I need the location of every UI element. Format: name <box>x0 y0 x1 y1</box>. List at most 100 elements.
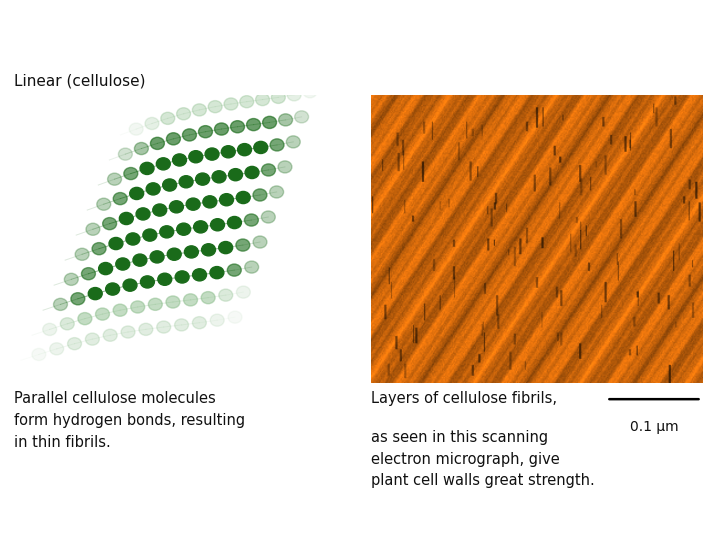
Ellipse shape <box>203 196 217 208</box>
Ellipse shape <box>81 268 96 280</box>
Ellipse shape <box>270 186 284 198</box>
Ellipse shape <box>166 133 181 145</box>
Text: Layers of cellulose fibrils,: Layers of cellulose fibrils, <box>371 392 557 407</box>
Ellipse shape <box>194 221 207 233</box>
Ellipse shape <box>245 166 259 179</box>
Ellipse shape <box>153 204 167 216</box>
Ellipse shape <box>256 93 269 106</box>
Ellipse shape <box>150 251 164 263</box>
Ellipse shape <box>146 183 160 195</box>
Ellipse shape <box>158 273 172 285</box>
Ellipse shape <box>294 111 309 123</box>
Ellipse shape <box>107 173 122 185</box>
Ellipse shape <box>71 293 85 305</box>
Ellipse shape <box>236 239 250 251</box>
Ellipse shape <box>139 323 153 335</box>
Ellipse shape <box>174 319 189 331</box>
Ellipse shape <box>129 123 143 135</box>
Ellipse shape <box>212 171 226 183</box>
Ellipse shape <box>224 98 238 110</box>
Ellipse shape <box>228 168 243 181</box>
Ellipse shape <box>130 187 144 199</box>
Ellipse shape <box>103 329 117 341</box>
Ellipse shape <box>131 301 145 313</box>
Ellipse shape <box>96 308 109 320</box>
Ellipse shape <box>99 262 112 275</box>
Ellipse shape <box>228 264 241 276</box>
Ellipse shape <box>192 104 207 116</box>
Ellipse shape <box>150 137 164 150</box>
Ellipse shape <box>236 192 250 204</box>
Ellipse shape <box>176 107 191 120</box>
Ellipse shape <box>157 321 171 333</box>
Ellipse shape <box>236 286 251 298</box>
Ellipse shape <box>163 179 176 191</box>
Ellipse shape <box>287 89 301 101</box>
Ellipse shape <box>109 238 123 249</box>
Text: Concept 2.3 Carbohydrates Consist of Sugar Molecules: Concept 2.3 Carbohydrates Consist of Sug… <box>10 29 506 46</box>
Ellipse shape <box>261 211 275 223</box>
Ellipse shape <box>230 120 245 133</box>
Ellipse shape <box>228 311 242 323</box>
Ellipse shape <box>143 229 157 241</box>
Ellipse shape <box>167 248 181 260</box>
Ellipse shape <box>53 298 68 310</box>
Ellipse shape <box>136 208 150 220</box>
Ellipse shape <box>205 148 219 160</box>
Ellipse shape <box>253 189 267 201</box>
Ellipse shape <box>246 119 261 131</box>
Ellipse shape <box>133 254 147 266</box>
Ellipse shape <box>199 126 212 138</box>
Ellipse shape <box>78 313 92 325</box>
Ellipse shape <box>116 258 130 270</box>
Ellipse shape <box>208 100 222 113</box>
Text: as seen in this scanning
electron micrograph, give
plant cell walls great streng: as seen in this scanning electron microg… <box>371 430 595 489</box>
Ellipse shape <box>278 161 292 173</box>
Ellipse shape <box>42 323 57 335</box>
Ellipse shape <box>279 114 292 126</box>
Ellipse shape <box>202 244 215 256</box>
Ellipse shape <box>123 279 137 291</box>
Ellipse shape <box>263 116 276 129</box>
Ellipse shape <box>50 343 63 355</box>
Ellipse shape <box>121 326 135 338</box>
Ellipse shape <box>184 294 197 306</box>
Ellipse shape <box>140 163 154 174</box>
Ellipse shape <box>228 217 241 228</box>
Ellipse shape <box>219 289 233 301</box>
Ellipse shape <box>219 241 233 254</box>
Ellipse shape <box>192 269 207 281</box>
Ellipse shape <box>254 141 268 153</box>
Ellipse shape <box>113 193 127 205</box>
Ellipse shape <box>201 292 215 303</box>
Ellipse shape <box>75 248 89 260</box>
Ellipse shape <box>92 242 106 255</box>
Ellipse shape <box>176 223 191 235</box>
Ellipse shape <box>161 112 175 124</box>
Text: 0.1 μm: 0.1 μm <box>630 420 678 434</box>
Ellipse shape <box>261 164 276 176</box>
Ellipse shape <box>103 218 117 230</box>
Ellipse shape <box>287 136 300 148</box>
Ellipse shape <box>196 173 210 185</box>
Text: Linear (cellulose): Linear (cellulose) <box>14 73 146 89</box>
Ellipse shape <box>179 176 193 188</box>
Ellipse shape <box>192 316 207 329</box>
Ellipse shape <box>156 158 170 170</box>
Ellipse shape <box>184 246 198 258</box>
Ellipse shape <box>148 298 162 310</box>
Ellipse shape <box>135 143 148 154</box>
Ellipse shape <box>86 333 99 345</box>
Ellipse shape <box>145 117 159 130</box>
Ellipse shape <box>245 261 258 273</box>
Ellipse shape <box>240 96 253 108</box>
Ellipse shape <box>303 86 317 98</box>
Text: Parallel cellulose molecules
form hydrogen bonds, resulting
in thin fibrils.: Parallel cellulose molecules form hydrog… <box>14 392 246 450</box>
Ellipse shape <box>271 91 285 104</box>
Ellipse shape <box>68 338 81 350</box>
Ellipse shape <box>221 146 235 158</box>
Ellipse shape <box>253 236 267 248</box>
Ellipse shape <box>186 198 200 210</box>
Ellipse shape <box>173 154 186 166</box>
Ellipse shape <box>238 144 251 156</box>
